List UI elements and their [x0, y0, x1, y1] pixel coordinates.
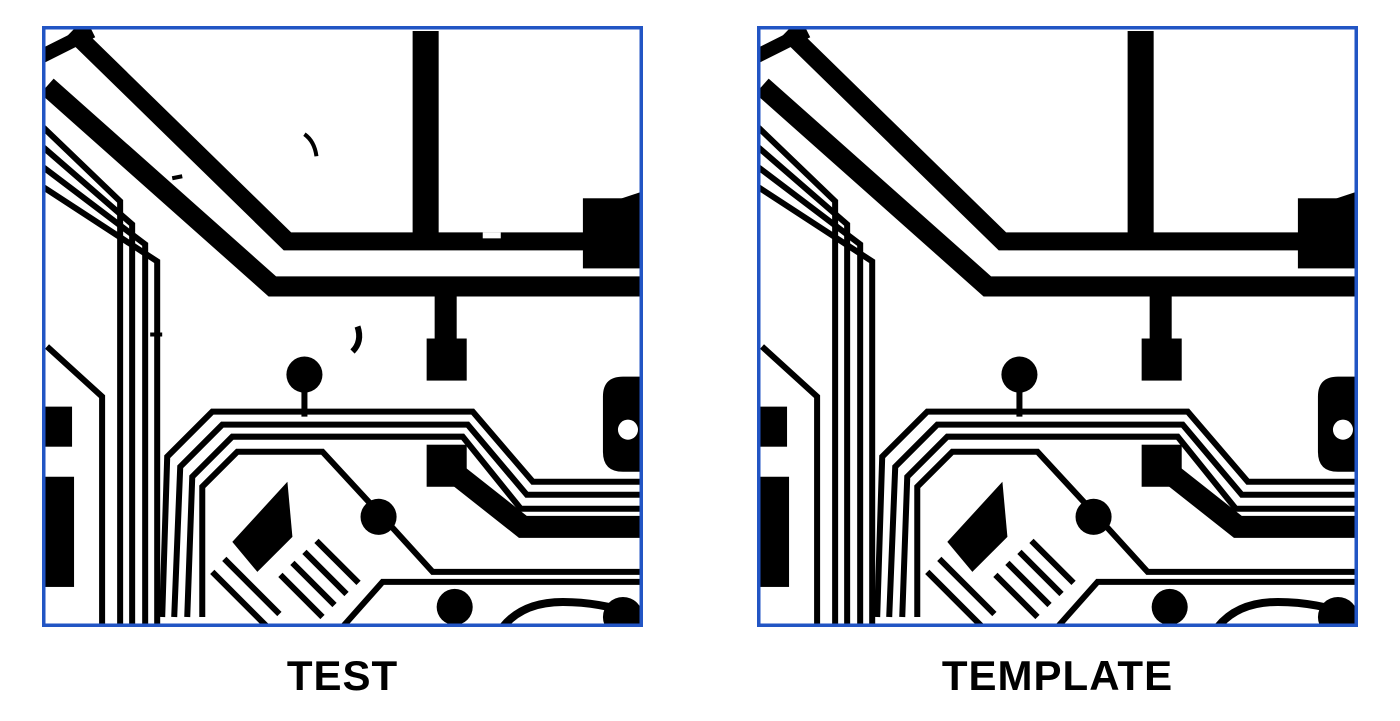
- test-caption: TEST: [286, 652, 399, 699]
- test-image-panel: [42, 26, 643, 627]
- template-frame: [757, 26, 1358, 627]
- template-image-panel: [757, 26, 1358, 627]
- pcb-template-image: [757, 26, 1358, 627]
- test-frame: [42, 26, 643, 627]
- pcb-test-image: [42, 26, 643, 627]
- pcb-traces: [42, 26, 643, 627]
- pcb-traces: [757, 26, 1358, 627]
- template-caption: TEMPLATE: [941, 652, 1174, 699]
